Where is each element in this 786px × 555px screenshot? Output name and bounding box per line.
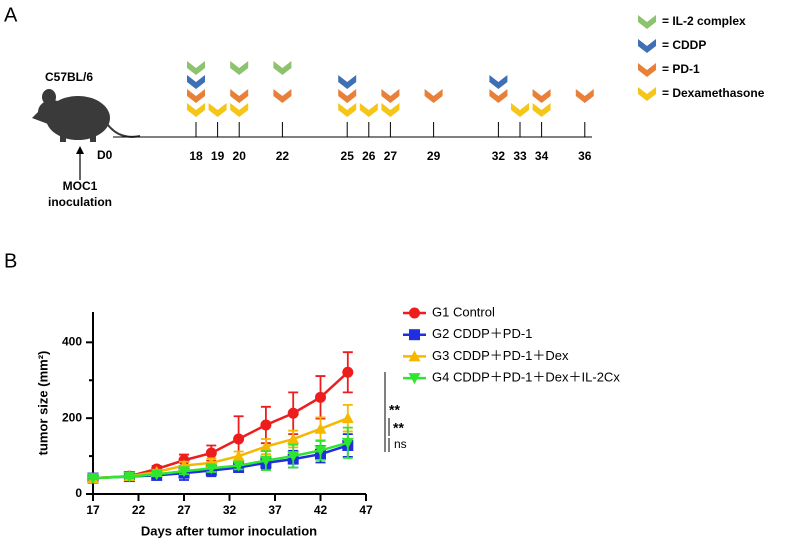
treatment-chevron <box>208 103 227 117</box>
treatment-chevron <box>532 89 551 103</box>
day-label: 34 <box>535 149 549 163</box>
day-label: 26 <box>362 149 376 163</box>
treatment-chevron <box>230 103 249 117</box>
day-label: 29 <box>427 149 441 163</box>
legend-chevron <box>638 87 656 101</box>
treatment-chevron <box>575 89 594 103</box>
day-label: 25 <box>341 149 355 163</box>
treatment-chevron <box>381 103 400 117</box>
x-tick-label: 17 <box>86 503 100 517</box>
legend-marker <box>409 329 420 341</box>
day-label: 19 <box>211 149 225 163</box>
y-axis-label: tumor size (mm²) <box>35 351 50 456</box>
panel-label: B <box>4 250 17 272</box>
day-label: 33 <box>513 149 527 163</box>
treatment-chevron <box>187 89 205 103</box>
data-point <box>87 473 99 485</box>
sig-annotation: ** <box>389 402 400 418</box>
sig-annotation: ** <box>393 420 404 436</box>
y-tick-label: 0 <box>75 486 82 500</box>
treatment-chevron <box>338 89 357 103</box>
treatment-chevron <box>187 61 205 75</box>
treatment-chevron <box>230 61 249 75</box>
legend-label: G3 CDDP＋PD-1＋Dex <box>432 348 569 363</box>
treatment-chevron <box>489 89 508 103</box>
data-point <box>150 469 163 481</box>
legend-label: = IL-2 complex <box>662 14 746 28</box>
x-tick-label: 37 <box>268 503 282 517</box>
data-point <box>314 422 327 434</box>
data-point <box>260 419 272 431</box>
series-line <box>92 417 349 480</box>
legend-label: = PD-1 <box>662 62 700 76</box>
inoculation-label: MOC1 <box>63 179 98 193</box>
x-tick-label: 42 <box>314 503 328 517</box>
inoculation-label: inoculation <box>48 195 112 209</box>
y-tick-label: 200 <box>62 410 82 424</box>
legend-label: = CDDP <box>662 38 706 52</box>
legend-marker <box>409 307 420 319</box>
data-point <box>232 460 245 472</box>
treatment-chevron <box>187 75 205 89</box>
day-label: 18 <box>189 149 203 163</box>
legend-label: G4 CDDP＋PD-1＋Dex＋IL-2Cx <box>432 370 620 385</box>
arrow-head <box>76 146 84 154</box>
x-tick-label: 32 <box>223 503 237 517</box>
treatment-chevron <box>187 103 205 117</box>
data-point <box>233 433 245 445</box>
legend-marker <box>408 373 421 385</box>
data-point <box>341 437 354 449</box>
data-point <box>287 407 299 419</box>
data-point <box>205 463 218 475</box>
treatment-chevron <box>532 103 551 117</box>
day-label: 27 <box>384 149 398 163</box>
treatment-chevron <box>230 89 249 103</box>
panel-label: A <box>4 4 18 26</box>
strain-label: C57BL/6 <box>45 70 93 84</box>
x-tick-label: 47 <box>359 503 373 517</box>
legend-label: = Dexamethasone <box>662 86 765 100</box>
legend-chevron <box>638 63 656 77</box>
treatment-chevron <box>511 103 529 117</box>
data-point <box>342 366 354 378</box>
treatment-chevron <box>273 89 292 103</box>
legend-chevron <box>638 39 656 53</box>
series-line <box>92 371 349 480</box>
data-point <box>178 466 190 478</box>
data-point <box>315 391 326 403</box>
y-tick-label: 400 <box>62 335 82 349</box>
mouse-icon <box>32 89 141 142</box>
legend-chevron <box>638 15 656 29</box>
data-point <box>123 471 136 483</box>
series-line <box>92 441 349 480</box>
treatment-chevron <box>424 89 443 103</box>
data-point <box>232 450 245 462</box>
day0-label: D0 <box>97 148 113 162</box>
data-point <box>287 451 300 463</box>
x-tick-label: 22 <box>132 503 146 517</box>
day-label: 36 <box>578 149 592 163</box>
day-label: 22 <box>276 149 290 163</box>
legend-label: G2 CDDP＋PD-1 <box>432 326 532 341</box>
day-label: 20 <box>233 149 247 163</box>
treatment-chevron <box>381 89 400 103</box>
treatment-chevron <box>338 103 357 117</box>
data-point <box>259 455 272 467</box>
x-tick-label: 27 <box>177 503 191 517</box>
treatment-chevron <box>359 103 378 117</box>
treatment-chevron <box>489 75 508 89</box>
data-point <box>205 447 217 459</box>
legend-marker <box>408 350 421 362</box>
day-label: 32 <box>492 149 506 163</box>
treatment-chevron <box>338 75 357 89</box>
treatment-chevron <box>273 61 292 75</box>
data-point <box>341 412 354 424</box>
data-point <box>287 433 300 445</box>
sig-annotation: ns <box>394 437 407 451</box>
x-axis-label: Days after tumor inoculation <box>141 523 317 538</box>
legend-label: G1 Control <box>432 304 495 319</box>
data-point <box>314 445 327 457</box>
data-point <box>259 440 272 452</box>
